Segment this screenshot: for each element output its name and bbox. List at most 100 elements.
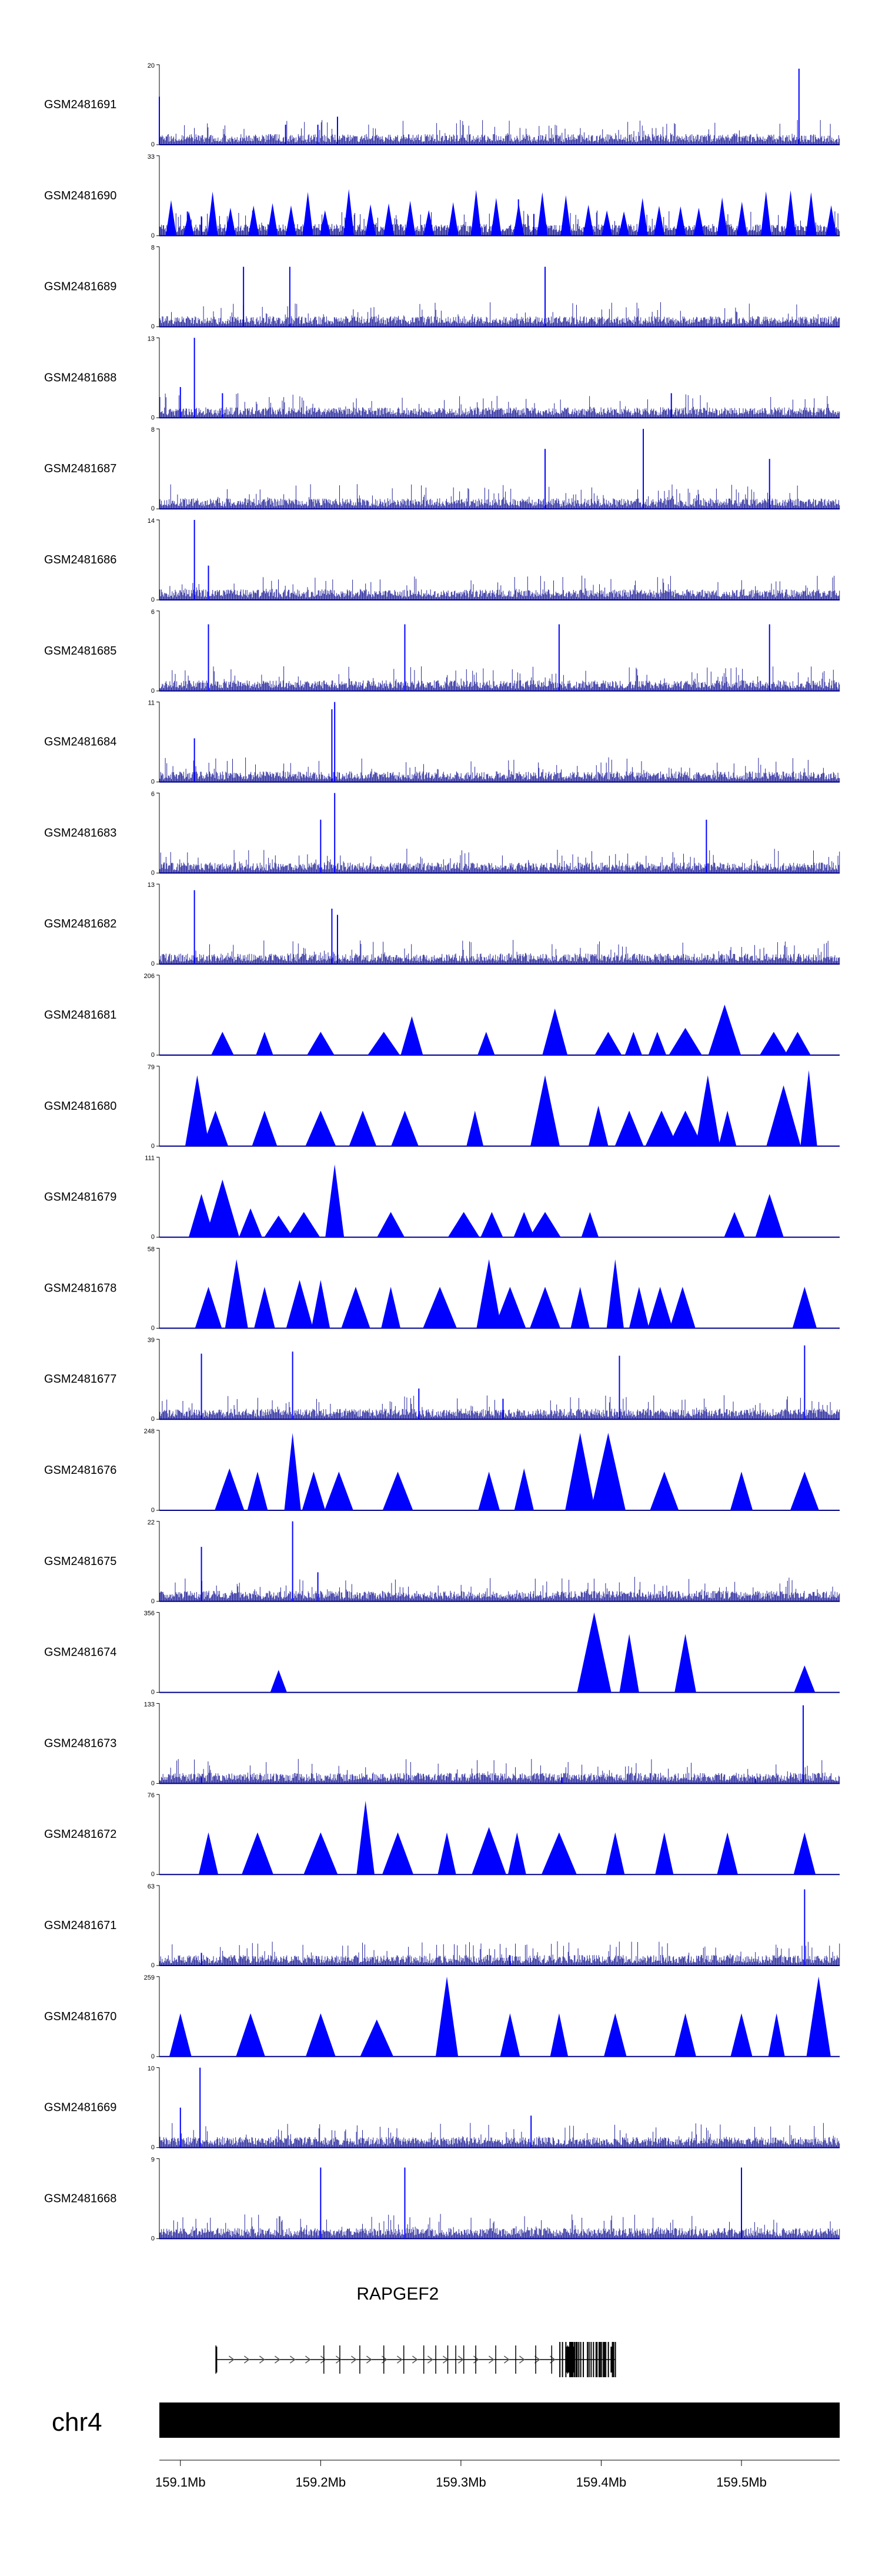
y-tick-label: 356 bbox=[144, 1610, 155, 1617]
chromosome-track: chr4 bbox=[52, 2403, 840, 2438]
coverage-peak bbox=[650, 1471, 679, 1510]
coverage-peak bbox=[550, 2013, 569, 2057]
coverage-peak bbox=[790, 1471, 819, 1510]
y-tick-label: 79 bbox=[148, 1064, 155, 1071]
coverage-peak bbox=[826, 205, 837, 236]
coverage-peak bbox=[760, 1032, 788, 1055]
strand-chevron bbox=[350, 2355, 357, 2364]
coverage-peak bbox=[675, 206, 686, 236]
track-GSM2481691: GSM2481691 20 0 bbox=[44, 62, 840, 148]
track-label: GSM2481679 bbox=[44, 1191, 116, 1204]
strand-chevron bbox=[243, 2355, 250, 2364]
track-label: GSM2481675 bbox=[44, 1555, 116, 1568]
y-tick-label: 259 bbox=[144, 1974, 155, 1981]
y-tick-label: 11 bbox=[148, 700, 155, 707]
gene-exon bbox=[475, 2345, 476, 2374]
gene-exon bbox=[515, 2345, 516, 2374]
track-GSM2481674: GSM2481674 356 0 bbox=[44, 1610, 840, 1696]
coverage-peak bbox=[588, 1105, 609, 1146]
y-tick-label: 10 bbox=[148, 2066, 155, 2073]
y-tick-label: 6 bbox=[151, 790, 155, 798]
y-tick-label: 8 bbox=[151, 245, 155, 252]
background-signal bbox=[159, 2214, 840, 2239]
coverage-peak bbox=[447, 1212, 480, 1237]
x-tick-label: 159.4Mb bbox=[576, 2475, 627, 2490]
coverage-peak bbox=[169, 2013, 192, 2057]
gene-exon bbox=[596, 2342, 598, 2377]
y-tick-label: 76 bbox=[148, 1792, 155, 1799]
coverage-peak bbox=[423, 1287, 457, 1329]
y-tick-label: 63 bbox=[148, 1883, 155, 1890]
background-signal bbox=[159, 940, 840, 965]
coverage-peak bbox=[669, 1027, 702, 1055]
y-tick-label: 206 bbox=[144, 973, 155, 980]
gene-exon bbox=[598, 2342, 600, 2377]
coverage-peak bbox=[252, 1110, 278, 1146]
track-label: GSM2481672 bbox=[44, 1828, 116, 1841]
coverage-peak bbox=[267, 203, 278, 236]
gene-exon bbox=[575, 2342, 577, 2377]
coverage-peak bbox=[188, 1194, 215, 1237]
strand-chevron bbox=[473, 2355, 479, 2364]
coverage-peak bbox=[381, 1287, 401, 1329]
coverage-peak bbox=[674, 1634, 696, 1693]
coverage-peak bbox=[284, 1433, 301, 1510]
y-tick-label: 0 bbox=[151, 232, 155, 239]
coverage-peak bbox=[405, 201, 416, 236]
track-label: GSM2481676 bbox=[44, 1464, 116, 1477]
coverage-peak bbox=[792, 1287, 817, 1329]
coverage-peak bbox=[423, 210, 435, 236]
gene-exon bbox=[595, 2342, 597, 2377]
coverage-peak bbox=[537, 192, 548, 236]
track-label: GSM2481674 bbox=[44, 1646, 116, 1659]
track-label: GSM2481691 bbox=[44, 98, 116, 111]
coverage-peak bbox=[542, 1008, 568, 1055]
coverage-peak bbox=[391, 1110, 419, 1146]
coverage-peak bbox=[324, 1471, 353, 1510]
coverage-peak bbox=[382, 1471, 413, 1510]
coverage-peak bbox=[768, 2013, 785, 2057]
coverage-peak bbox=[205, 1179, 239, 1237]
track-GSM2481688: GSM2481688 13 0 bbox=[44, 335, 840, 421]
coverage-peak bbox=[248, 205, 259, 236]
coverage-peak bbox=[760, 191, 771, 236]
coverage-peak bbox=[560, 195, 572, 236]
gene-exon bbox=[614, 2342, 616, 2377]
gene-exon bbox=[535, 2345, 536, 2374]
y-tick-label: 0 bbox=[151, 1143, 155, 1150]
y-tick-label: 0 bbox=[151, 1507, 155, 1514]
track-GSM2481680: GSM2481680 79 0 bbox=[44, 1064, 840, 1150]
track-GSM2481684: GSM2481684 11 0 bbox=[44, 700, 840, 786]
coverage-peak bbox=[619, 1634, 639, 1693]
strand-chevron bbox=[412, 2355, 418, 2364]
track-label: GSM2481669 bbox=[44, 2101, 116, 2114]
track-GSM2481676: GSM2481676 248 0 bbox=[44, 1428, 840, 1514]
track-GSM2481685: GSM2481685 6 0 bbox=[44, 609, 840, 695]
y-tick-label: 13 bbox=[148, 882, 155, 889]
coverage-peak bbox=[730, 2013, 753, 2057]
strand-chevron bbox=[289, 2355, 296, 2364]
gene-exon bbox=[565, 2347, 575, 2373]
y-tick-label: 0 bbox=[151, 1598, 155, 1605]
coverage-peak bbox=[382, 1832, 414, 1875]
y-tick-label: 22 bbox=[148, 1519, 155, 1526]
track-GSM2481671: GSM2481671 63 0 bbox=[44, 1883, 840, 1969]
y-tick-label: 0 bbox=[151, 1052, 155, 1059]
coverage-peak bbox=[530, 1075, 560, 1146]
gene-exon bbox=[423, 2345, 425, 2374]
coverage-peak bbox=[718, 1110, 737, 1146]
coverage-peak bbox=[478, 1471, 500, 1510]
y-tick-label: 0 bbox=[151, 2235, 155, 2242]
coverage-peak bbox=[513, 1212, 535, 1237]
gene-exon bbox=[559, 2342, 561, 2377]
coverage-peak bbox=[494, 1287, 526, 1329]
coverage-peak bbox=[708, 1005, 741, 1055]
gene-exon bbox=[562, 2342, 563, 2377]
strand-chevron bbox=[228, 2355, 235, 2364]
coverage-peak bbox=[270, 1670, 288, 1693]
coverage-peak bbox=[264, 1215, 293, 1237]
track-label: GSM2481684 bbox=[44, 736, 116, 749]
coverage-peak bbox=[305, 1110, 336, 1146]
coverage-peak bbox=[211, 1032, 234, 1055]
